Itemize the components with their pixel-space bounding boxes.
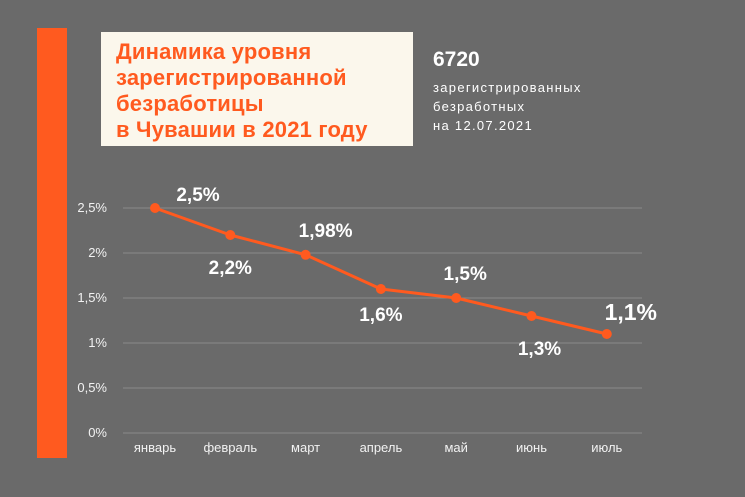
chart-title-line: зарегистрированной: [116, 65, 347, 90]
y-tick-label: 0,5%: [77, 380, 107, 395]
series: [150, 203, 612, 339]
data-point: [150, 203, 160, 213]
unemployed-count: 6720: [433, 48, 480, 71]
data-label: 1,1%: [605, 299, 657, 325]
y-tick-label: 2,5%: [77, 200, 107, 215]
x-tick-label: февраль: [203, 440, 257, 455]
stat-caption-line: на 12.07.2021: [433, 118, 533, 133]
x-tick-label: июнь: [516, 440, 547, 455]
y-tick-label: 2%: [88, 245, 107, 260]
unemployed-stat: 6720 зарегистрированных безработных на 1…: [433, 47, 582, 135]
y-axis-ticks: 0% 0,5% 1% 1,5% 2% 2,5%: [77, 200, 107, 440]
data-label: 1,3%: [518, 339, 561, 360]
x-tick-label: апрель: [360, 440, 403, 455]
data-label: 1,5%: [444, 264, 487, 285]
data-point: [225, 230, 236, 240]
accent-bar: [37, 28, 67, 458]
y-tick-label: 1,5%: [77, 290, 107, 305]
chart-title-box: Динамика уровня зарегистрированной безра…: [101, 32, 413, 146]
gridlines: [123, 207, 642, 434]
data-label: 2,2%: [209, 258, 252, 279]
y-tick-label: 1%: [88, 335, 107, 350]
data-point: [300, 249, 311, 260]
chart-title-line: в Чувашии в 2021 году: [116, 117, 368, 142]
data-label: 1,6%: [359, 305, 402, 326]
stat-caption-line: зарегистрированных: [433, 80, 582, 95]
stat-caption-line: безработных: [433, 99, 526, 114]
data-label: 1,98%: [299, 221, 353, 242]
x-tick-label: март: [291, 440, 320, 455]
x-axis-ticks: январь февраль март апрель май июнь июль: [134, 440, 623, 455]
data-point: [601, 329, 612, 339]
data-labels: 2,5% 2,2% 1,98% 1,6% 1,5% 1,3% 1,1%: [176, 185, 657, 360]
x-tick-label: июль: [591, 440, 622, 455]
chart-title-line: безработицы: [116, 91, 264, 116]
chart-title-line: Динамика уровня: [116, 39, 312, 64]
data-point: [375, 284, 386, 294]
x-tick-label: май: [444, 440, 467, 455]
data-label: 2,5%: [176, 185, 219, 206]
x-tick-label: январь: [134, 440, 176, 455]
y-tick-label: 0%: [88, 425, 107, 440]
data-point: [451, 293, 462, 303]
data-point: [526, 311, 537, 321]
